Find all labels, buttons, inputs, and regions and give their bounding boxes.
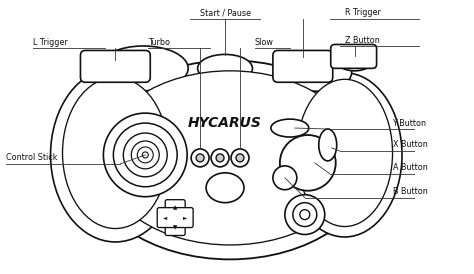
Circle shape (103, 113, 187, 197)
Circle shape (216, 154, 224, 162)
Circle shape (142, 152, 148, 158)
Text: Slow: Slow (255, 38, 274, 47)
Text: B Button: B Button (392, 187, 427, 196)
Ellipse shape (335, 46, 374, 71)
Text: Z Button: Z Button (345, 36, 379, 45)
Circle shape (273, 166, 297, 190)
Text: L Trigger: L Trigger (33, 38, 67, 47)
Circle shape (300, 210, 310, 219)
FancyBboxPatch shape (273, 50, 333, 82)
FancyBboxPatch shape (81, 50, 150, 82)
Text: A Button: A Button (392, 163, 427, 172)
Circle shape (285, 195, 325, 235)
Circle shape (211, 149, 229, 167)
Circle shape (137, 147, 153, 163)
Circle shape (236, 154, 244, 162)
Ellipse shape (289, 75, 400, 235)
Text: ▲: ▲ (173, 205, 177, 210)
Ellipse shape (198, 55, 253, 82)
FancyBboxPatch shape (165, 200, 185, 235)
Ellipse shape (101, 71, 359, 245)
Circle shape (280, 135, 336, 191)
Circle shape (196, 154, 204, 162)
Ellipse shape (53, 70, 178, 240)
Circle shape (123, 133, 167, 177)
Ellipse shape (88, 62, 372, 257)
Ellipse shape (271, 119, 309, 137)
Text: Y Button: Y Button (392, 119, 427, 128)
Text: Turbo: Turbo (148, 38, 170, 47)
Ellipse shape (63, 77, 168, 229)
Ellipse shape (287, 73, 402, 237)
Text: Control Stick: Control Stick (6, 153, 57, 162)
Text: ◄: ◄ (163, 215, 167, 220)
Text: R Trigger: R Trigger (345, 8, 381, 17)
Ellipse shape (284, 53, 352, 91)
Ellipse shape (51, 68, 180, 242)
FancyBboxPatch shape (331, 44, 376, 68)
Ellipse shape (319, 129, 337, 161)
Text: HYCARUS: HYCARUS (188, 116, 262, 130)
Text: ►: ► (183, 215, 187, 220)
Text: Start / Pause: Start / Pause (200, 8, 251, 17)
Circle shape (293, 203, 317, 227)
Ellipse shape (297, 79, 392, 227)
Circle shape (231, 149, 249, 167)
Circle shape (191, 149, 209, 167)
Text: ▼: ▼ (173, 225, 177, 230)
Ellipse shape (206, 173, 244, 203)
Ellipse shape (99, 46, 188, 91)
FancyBboxPatch shape (157, 208, 193, 227)
Circle shape (113, 123, 177, 187)
Text: X Button: X Button (392, 141, 427, 149)
Circle shape (131, 141, 159, 169)
Ellipse shape (85, 60, 374, 259)
